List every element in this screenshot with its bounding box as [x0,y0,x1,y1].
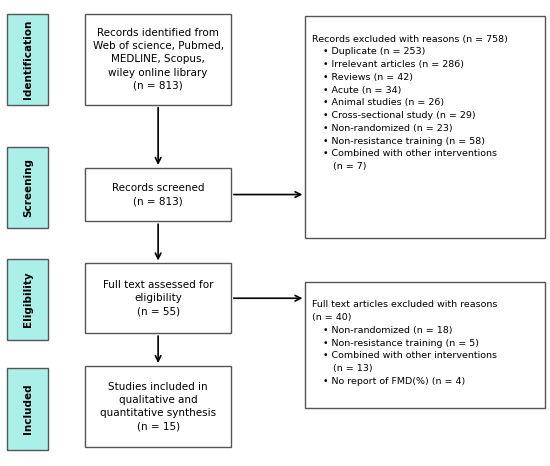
Text: Records excluded with reasons (n = 758): Records excluded with reasons (n = 758) [312,34,508,44]
Bar [7,14,48,105]
Text: • Non-randomized (n = 18): • Non-randomized (n = 18) [323,326,452,335]
Bar [305,16,544,238]
Text: • Non-resistance training (n = 5): • Non-resistance training (n = 5) [323,338,479,348]
Text: • Reviews (n = 42): • Reviews (n = 42) [323,73,413,82]
Bar [85,168,231,221]
Text: (n = 7): (n = 7) [333,162,366,171]
Text: • Animal studies (n = 26): • Animal studies (n = 26) [323,98,444,107]
Text: • Irrelevant articles (n = 286): • Irrelevant articles (n = 286) [323,60,464,69]
Text: • Non-randomized (n = 23): • Non-randomized (n = 23) [323,124,453,133]
Text: (n = 40): (n = 40) [312,313,351,322]
Text: Records identified from
Web of science, Pubmed,
MEDLINE, Scopus,
wiley online li: Records identified from Web of science, … [92,28,224,91]
Text: Eligibility: Eligibility [23,272,33,327]
Bar [85,263,231,333]
Bar [85,366,231,447]
Text: Identification: Identification [23,20,33,99]
Text: Screening: Screening [23,158,33,217]
Text: Full text assessed for
eligibility
(n = 55): Full text assessed for eligibility (n = … [103,280,213,316]
Bar [7,368,48,450]
Text: Full text articles excluded with reasons: Full text articles excluded with reasons [312,300,497,309]
Bar [85,14,231,105]
Text: • Non-resistance training (n = 58): • Non-resistance training (n = 58) [323,137,485,146]
Text: Included: Included [23,384,33,434]
Text: (n = 13): (n = 13) [333,364,372,373]
Text: • Combined with other interventions: • Combined with other interventions [323,351,497,360]
Text: Studies included in
qualitative and
quantitative synthesis
(n = 15): Studies included in qualitative and quan… [100,382,216,432]
Bar [7,259,48,340]
Text: • Cross-sectional study (n = 29): • Cross-sectional study (n = 29) [323,111,475,120]
Text: • Combined with other interventions: • Combined with other interventions [323,150,497,158]
Text: • Duplicate (n = 253): • Duplicate (n = 253) [323,48,425,56]
Text: Records screened
(n = 813): Records screened (n = 813) [112,183,205,206]
Text: • Acute (n = 34): • Acute (n = 34) [323,86,402,95]
Text: • No report of FMD(%) (n = 4): • No report of FMD(%) (n = 4) [323,377,465,386]
Bar [7,147,48,228]
Bar [305,282,544,408]
